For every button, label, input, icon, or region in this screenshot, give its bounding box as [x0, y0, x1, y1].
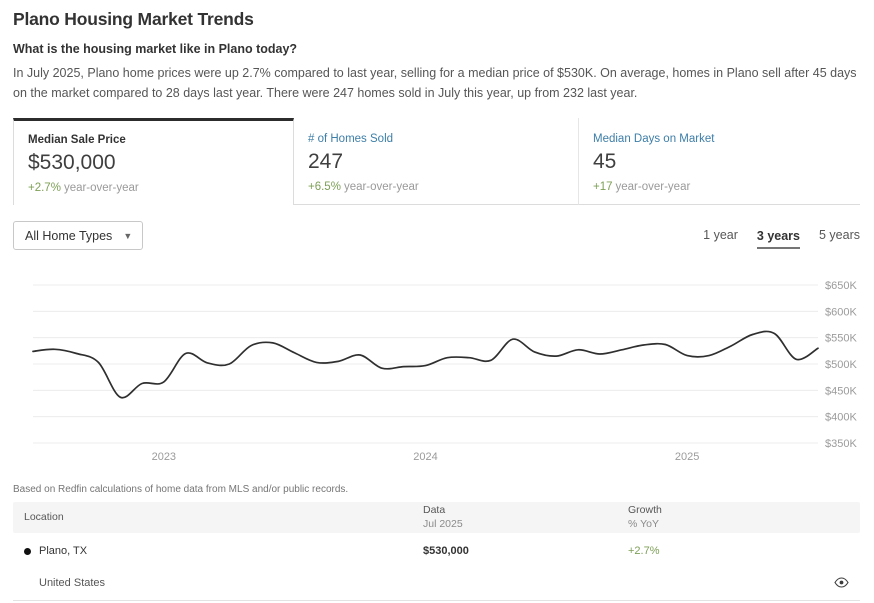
yoy-suffix: year-over-year	[64, 182, 139, 194]
toggle-visibility-eye-icon[interactable]	[834, 577, 849, 588]
tab-homes-sold[interactable]: # of Homes Sold 247 +6.5%year-over-year	[294, 118, 578, 205]
row-growth-value: +2.7%	[628, 545, 815, 557]
x-axis-tick-label: 2024	[413, 451, 437, 463]
tab-label: Median Sale Price	[28, 134, 279, 146]
chart-area: $350K $400K $450K $500K $550K $600K $650K 2023 2…	[0, 263, 874, 468]
yoy-delta: +6.5%	[308, 181, 341, 193]
tab-median-days-on-market[interactable]: Median Days on Market 45 +17year-over-ye…	[578, 118, 860, 205]
tab-median-sale-price[interactable]: Median Sale Price $530,000 +2.7%year-ove…	[13, 118, 294, 205]
yoy-change: +17year-over-year	[593, 181, 846, 193]
column-header-growth: Growth % YoY	[628, 504, 815, 530]
row-data-value: $530,000	[423, 545, 628, 557]
column-header-location: Location	[24, 511, 423, 523]
y-axis-tick-label: $600K	[825, 306, 857, 318]
y-axis-tick-label: $350K	[825, 438, 857, 450]
table-header-row: Location Data Jul 2025 Growth % YoY	[13, 502, 860, 533]
market-question-heading: What is the housing market like in Plano…	[13, 42, 860, 56]
home-type-dropdown-label: All Home Types	[25, 229, 112, 243]
metric-tabs: Median Sale Price $530,000 +2.7%year-ove…	[13, 118, 860, 205]
range-3-years[interactable]: 3 years	[757, 229, 800, 249]
gridlines	[33, 285, 818, 443]
y-axis-tick-label: $500K	[825, 359, 857, 371]
range-1-year[interactable]: 1 year	[703, 228, 738, 244]
tab-label: Median Days on Market	[593, 133, 846, 145]
tab-label: # of Homes Sold	[308, 133, 564, 145]
comparison-table: Location Data Jul 2025 Growth % YoY Plan…	[13, 502, 860, 601]
y-axis-tick-label: $650K	[825, 280, 857, 292]
y-axis-tick-label: $450K	[825, 385, 857, 397]
median-sale-price-line	[33, 331, 818, 397]
table-row: United States	[13, 570, 860, 596]
yoy-change: +6.5%year-over-year	[308, 181, 564, 193]
yoy-delta: +17	[593, 181, 613, 193]
data-source-footnote: Based on Redfin calculations of home dat…	[13, 484, 860, 495]
column-header-data: Data Jul 2025	[423, 504, 628, 530]
location-label: Plano, TX	[39, 545, 87, 557]
table-row: Plano, TX $530,000 +2.7%	[13, 533, 860, 570]
market-summary-text: In July 2025, Plano home prices were up …	[13, 63, 860, 104]
median-sale-price-value: $530,000	[28, 151, 279, 175]
yoy-change: +2.7%year-over-year	[28, 182, 279, 194]
page: Plano Housing Market Trends What is the …	[0, 9, 874, 601]
x-axis-tick-label: 2025	[675, 451, 699, 463]
y-axis-tick-label: $400K	[825, 411, 857, 423]
yoy-suffix: year-over-year	[344, 181, 419, 193]
time-range-selector: 1 year 3 years 5 years	[703, 228, 860, 244]
price-trend-chart[interactable]: $350K $400K $450K $500K $550K $600K $650K 2023 2…	[0, 263, 874, 468]
y-axis-tick-label: $550K	[825, 332, 857, 344]
range-5-years[interactable]: 5 years	[819, 228, 860, 244]
days-on-market-value: 45	[593, 150, 846, 174]
axis-labels: $350K $400K $450K $500K $550K $600K $650K 2023 2…	[152, 280, 858, 463]
yoy-delta: +2.7%	[28, 182, 61, 194]
location-label: United States	[39, 577, 105, 589]
chart-controls: All Home Types ▼ 1 year 3 years 5 years	[13, 221, 860, 251]
section-divider	[13, 600, 860, 601]
home-type-dropdown[interactable]: All Home Types ▼	[13, 221, 143, 250]
chevron-down-icon: ▼	[123, 231, 132, 241]
homes-sold-value: 247	[308, 150, 564, 174]
yoy-suffix: year-over-year	[616, 181, 691, 193]
page-title: Plano Housing Market Trends	[13, 9, 860, 30]
x-axis-tick-label: 2023	[152, 451, 176, 463]
series-marker-dot	[24, 548, 31, 555]
